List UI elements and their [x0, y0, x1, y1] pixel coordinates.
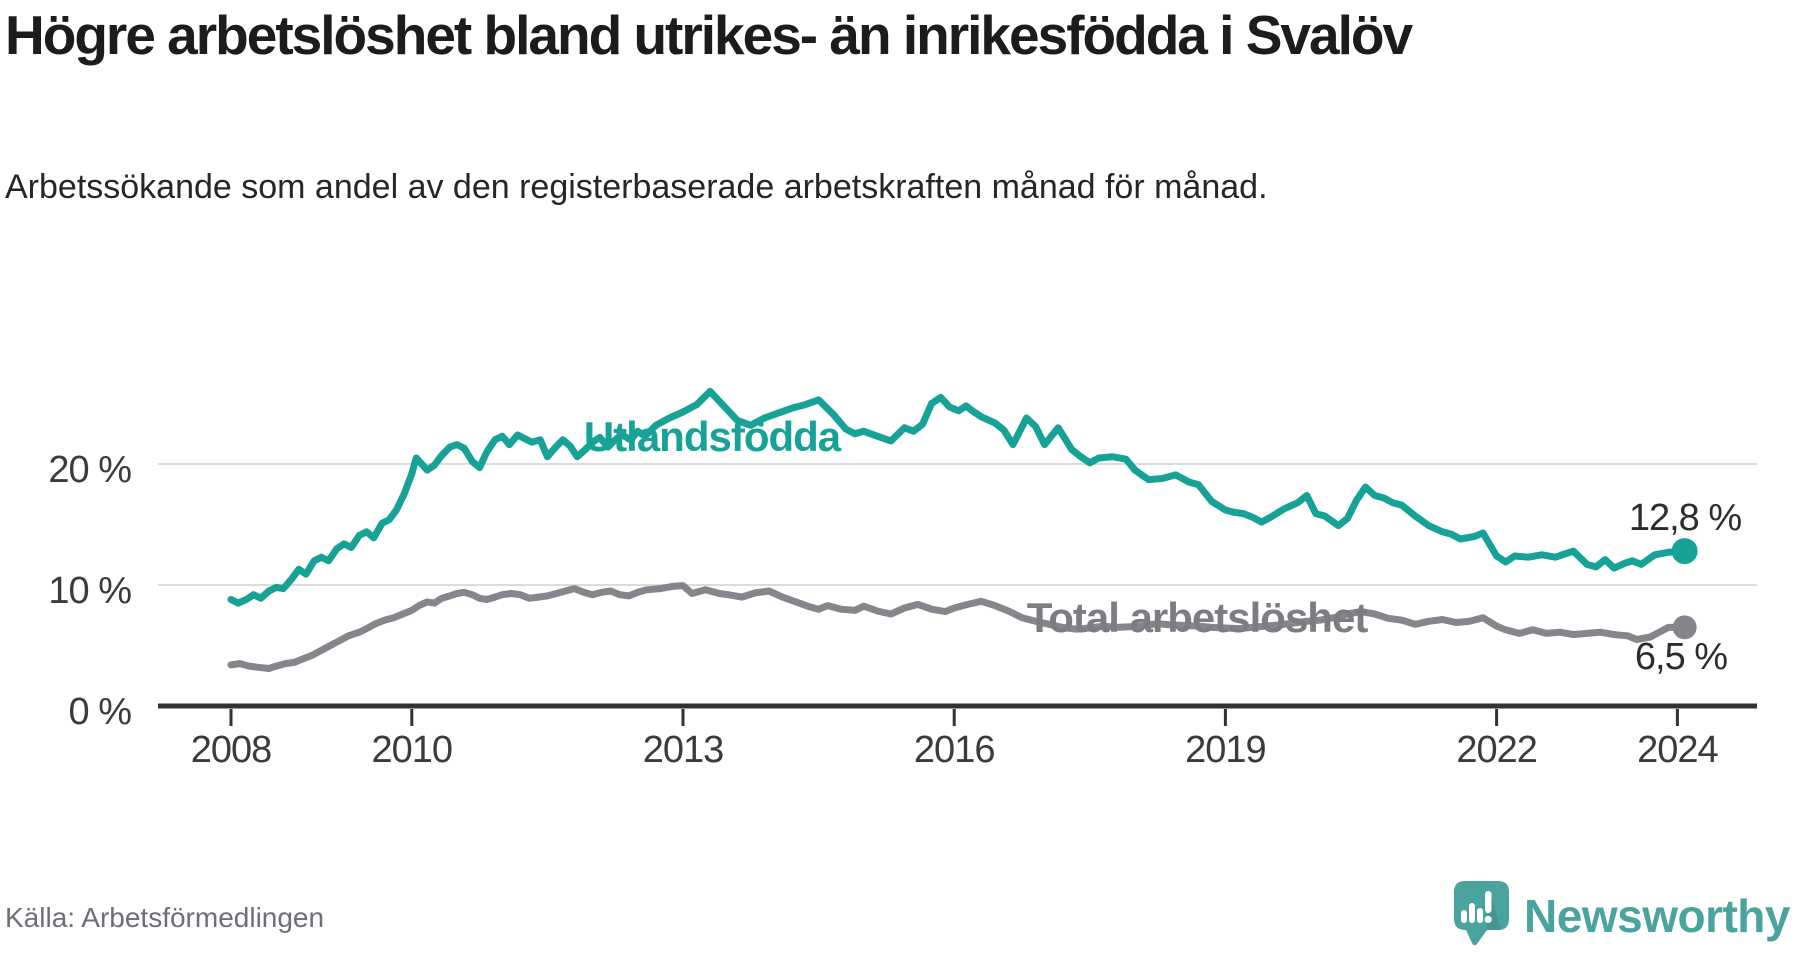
- total-arbetsloshet-line: [227, 582, 1689, 672]
- page-title: Högre arbetslöshet bland utrikes- än inr…: [5, 4, 1413, 66]
- x-axis-tick-label: 2016: [914, 729, 995, 771]
- chart-subtitle: Arbetssökande som andel av den registerb…: [5, 168, 1268, 206]
- utlandsfodda-end-dot: [1671, 538, 1698, 565]
- utlandsfodda-line: [227, 387, 1689, 607]
- newsworthy-brand: Newsworthy: [1453, 880, 1790, 948]
- y-axis-tick-label: 20 %: [48, 449, 131, 491]
- source-note: Källa: Arbetsförmedlingen: [5, 902, 325, 933]
- y-axis-tick-label: 10 %: [48, 570, 131, 612]
- x-axis-tick-label: 2019: [1185, 729, 1266, 771]
- total-end-dot: [1672, 615, 1697, 640]
- axis-text-layer: 0 % 10 % 20 % 2008 2010 2013 2016 2019 2022 2024: [48, 449, 1719, 771]
- x-axis-tick-label: 2008: [191, 729, 272, 771]
- series-label-total-arbetsloshet: Total arbetslöshet: [1027, 594, 1369, 641]
- newsworthy-wordmark: Newsworthy: [1524, 890, 1790, 942]
- x-axis-tick-label: 2024: [1637, 729, 1718, 771]
- x-axis-tick-label: 2013: [643, 729, 724, 771]
- end-value-label-total: 6,5 %: [1635, 636, 1727, 678]
- x-axis-tick-label: 2022: [1456, 729, 1537, 771]
- series-label-utlandsfodda: Utlandsfödda: [584, 413, 842, 460]
- end-value-label-utlandsfodda: 12,8 %: [1629, 497, 1742, 539]
- series-layer: [227, 387, 1698, 672]
- newsworthy-logo-icon: [1453, 880, 1511, 953]
- x-axis-tick-label: 2010: [372, 729, 453, 771]
- y-axis-tick-label: 0 %: [69, 691, 132, 733]
